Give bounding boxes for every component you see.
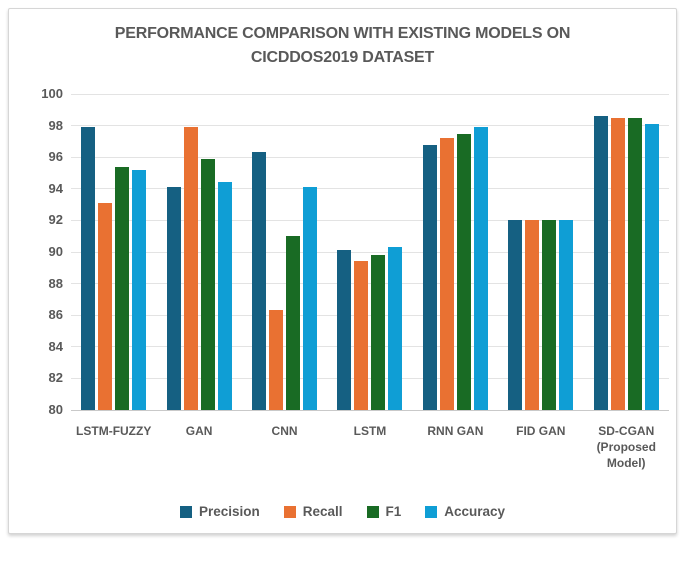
gridline <box>71 283 669 285</box>
bar-recall-sd-cgan-proposed-model <box>610 117 625 410</box>
y-axis-tick-label: 96 <box>48 149 63 165</box>
bar-precision-gan <box>166 187 181 410</box>
x-axis-category-label: FID GAN <box>516 424 566 438</box>
bar-cluster <box>593 94 659 410</box>
y-axis: 100 98 96 94 92 90 88 86 84 82 80 <box>25 86 63 417</box>
legend-swatch-recall <box>283 505 296 518</box>
bar-precision-lstm <box>337 250 352 410</box>
bar-precision-sd-cgan-proposed-model <box>593 116 608 410</box>
gridline <box>71 251 669 253</box>
legend-label: Recall <box>302 504 343 519</box>
legend-swatch-accuracy <box>425 505 438 518</box>
legend-item-accuracy: Accuracy <box>425 504 505 519</box>
y-axis-tick-label: 84 <box>48 338 63 354</box>
bar-cluster <box>508 94 574 410</box>
y-axis-tick-label: 100 <box>41 86 63 101</box>
x-axis-category-label: CNN <box>271 424 298 438</box>
y-axis-tick-label: 82 <box>48 370 63 386</box>
legend-item-recall: Recall <box>283 504 343 519</box>
category-slot-rnn-gan: RNN GAN <box>422 94 488 438</box>
plot-area: 100 98 96 94 92 90 88 86 84 82 80 LSTM-FUZZY GAN CNN… <box>41 86 669 470</box>
chart-title: PERFORMANCE COMPARISON WITH EXISTING MOD… <box>114 25 571 66</box>
bar-accuracy-lstm <box>388 247 403 410</box>
bar-accuracy-fid-gan <box>559 220 574 410</box>
bar-f1-cnn <box>286 236 301 410</box>
bar-cluster <box>166 94 232 410</box>
gridline <box>71 156 669 158</box>
legend-swatch-f1 <box>366 505 379 518</box>
bar-cluster <box>337 94 403 410</box>
gridline <box>71 219 669 221</box>
bar-recall-gan <box>183 127 198 410</box>
bar-recall-fid-gan <box>525 220 540 410</box>
bar-f1-rnn-gan <box>456 133 471 410</box>
y-axis-tick-label: 80 <box>48 402 63 417</box>
x-axis-category-label: LSTM-FUZZY <box>76 424 152 438</box>
x-axis-category-label: RNN GAN <box>427 424 484 438</box>
bar-recall-lstm <box>354 261 369 410</box>
bar-f1-fid-gan <box>542 220 557 410</box>
bar-recall-lstm-fuzzy <box>98 203 113 410</box>
gridline <box>71 93 669 95</box>
legend: Precision Recall F1 Accuracy <box>9 504 676 519</box>
legend-label: Accuracy <box>444 504 506 519</box>
gridline <box>71 314 669 316</box>
bar-accuracy-cnn <box>303 187 318 410</box>
chart-frame: PERFORMANCE COMPARISON WITH EXISTING MOD… <box>8 8 677 534</box>
bar-cluster <box>252 94 318 410</box>
gridline <box>71 125 669 127</box>
bar-precision-fid-gan <box>508 220 523 410</box>
bar-f1-lstm <box>371 255 386 410</box>
legend-item-f1: F1 <box>366 504 402 519</box>
category-slot-fid-gan: FID GAN <box>508 94 574 438</box>
legend-label: Precision <box>198 504 260 519</box>
category-slot-lstm: LSTM <box>337 94 403 438</box>
bar-accuracy-rnn-gan <box>473 127 488 410</box>
x-axis-category-label: GAN <box>185 424 213 438</box>
bar-recall-cnn <box>269 310 284 410</box>
y-axis-tick-label: 86 <box>48 307 63 323</box>
legend-label: F1 <box>385 504 402 519</box>
gridline <box>71 377 669 379</box>
bar-cluster <box>81 94 147 410</box>
bar-f1-sd-cgan-proposed-model <box>627 117 642 410</box>
bar-groups: LSTM-FUZZY GAN CNN LSTM RNN GAN FID GAN SD-CGA… <box>71 94 669 470</box>
y-axis-tick-label: 92 <box>48 212 63 228</box>
category-slot-gan: GAN <box>166 94 232 438</box>
bar-accuracy-sd-cgan-proposed-model <box>644 124 659 410</box>
x-axis-category-label: SD-CGAN (Proposed Model) <box>596 424 656 470</box>
y-axis-tick-label: 88 <box>48 275 63 291</box>
bar-recall-rnn-gan <box>439 138 454 410</box>
category-slot-lstm-fuzzy: LSTM-FUZZY <box>76 94 151 438</box>
gridline <box>71 409 669 411</box>
y-axis-tick-label: 98 <box>48 117 63 133</box>
bar-precision-lstm-fuzzy <box>81 127 96 410</box>
bar-f1-gan <box>200 158 215 410</box>
y-axis-tick-label: 90 <box>48 244 63 259</box>
bar-accuracy-gan <box>217 182 232 410</box>
gridline <box>71 346 669 348</box>
bar-accuracy-lstm-fuzzy <box>132 169 147 410</box>
gridline <box>71 188 669 190</box>
x-axis-category-label: LSTM <box>353 424 387 438</box>
legend-swatch-precision <box>179 505 192 518</box>
bar-precision-cnn <box>252 152 267 410</box>
bar-cluster <box>422 94 488 410</box>
bar-f1-lstm-fuzzy <box>115 166 130 410</box>
category-slot-sd-cgan-proposed-model: SD-CGAN (Proposed Model) <box>593 94 659 470</box>
category-slot-cnn: CNN <box>252 94 318 438</box>
legend-item-precision: Precision <box>179 504 260 519</box>
y-axis-tick-label: 94 <box>48 180 63 196</box>
bar-precision-rnn-gan <box>422 144 437 410</box>
